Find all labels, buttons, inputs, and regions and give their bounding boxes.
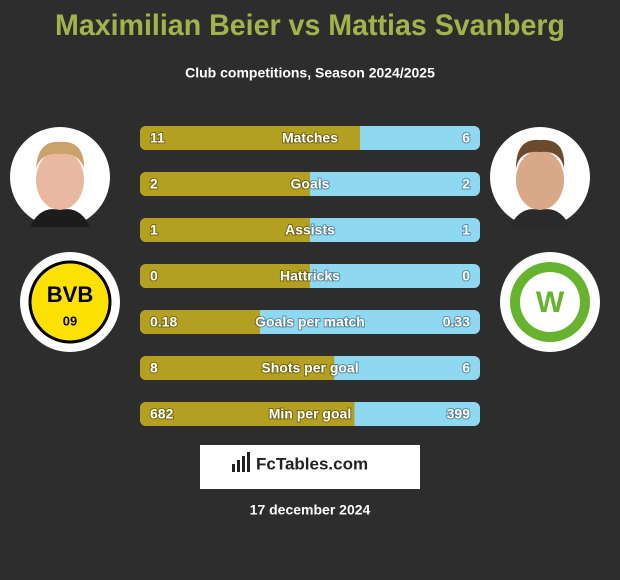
right-value: 0 [462, 268, 470, 284]
left-value: 11 [150, 130, 165, 146]
stat-rows: 11 Matches 6 2 Goals 2 1 Assists 1 0 Hattricks 0 0.1… [140, 126, 480, 426]
left-bar [140, 402, 355, 426]
left-bar [140, 356, 335, 380]
left-value: 1 [150, 222, 158, 238]
brand-name: FcTables.com [256, 454, 368, 473]
left-value: 0.18 [150, 314, 177, 330]
stat-label: Hattricks [280, 268, 340, 284]
subtitle: Club competitions, Season 2024/2025 [185, 65, 435, 81]
stat-label: Goals per match [255, 314, 365, 330]
left-club-badge: BVB 09 [20, 252, 120, 352]
left-value: 682 [150, 406, 174, 422]
stat-label: Matches [282, 130, 338, 146]
right-player-photo [490, 127, 590, 227]
left-value: 8 [150, 360, 158, 376]
badge-text: BVB [47, 282, 93, 307]
date: 17 december 2024 [250, 502, 371, 518]
left-bar [140, 310, 260, 334]
left-bar [140, 172, 310, 196]
left-bar [140, 218, 310, 242]
right-value: 6 [462, 360, 470, 376]
left-bar [140, 126, 360, 150]
left-value: 0 [150, 268, 158, 284]
badge-text: W [536, 286, 565, 319]
stat-label: Assists [285, 222, 335, 238]
stat-label: Min per goal [269, 406, 351, 422]
stat-label: Shots per goal [261, 360, 358, 376]
left-bar [140, 264, 310, 288]
left-player-photo [10, 127, 110, 227]
right-value: 0.33 [443, 314, 470, 330]
left-value: 2 [150, 176, 158, 192]
title: Maximilian Beier vs Mattias Svanberg [55, 9, 565, 42]
right-value: 1 [462, 222, 470, 238]
right-value: 399 [447, 406, 471, 422]
brand-box: FcTables.com [200, 445, 420, 489]
right-value: 2 [462, 176, 470, 192]
badge-number: 09 [63, 313, 77, 328]
right-value: 6 [462, 130, 470, 146]
right-club-badge: W [500, 252, 600, 352]
stat-label: Goals [291, 176, 330, 192]
